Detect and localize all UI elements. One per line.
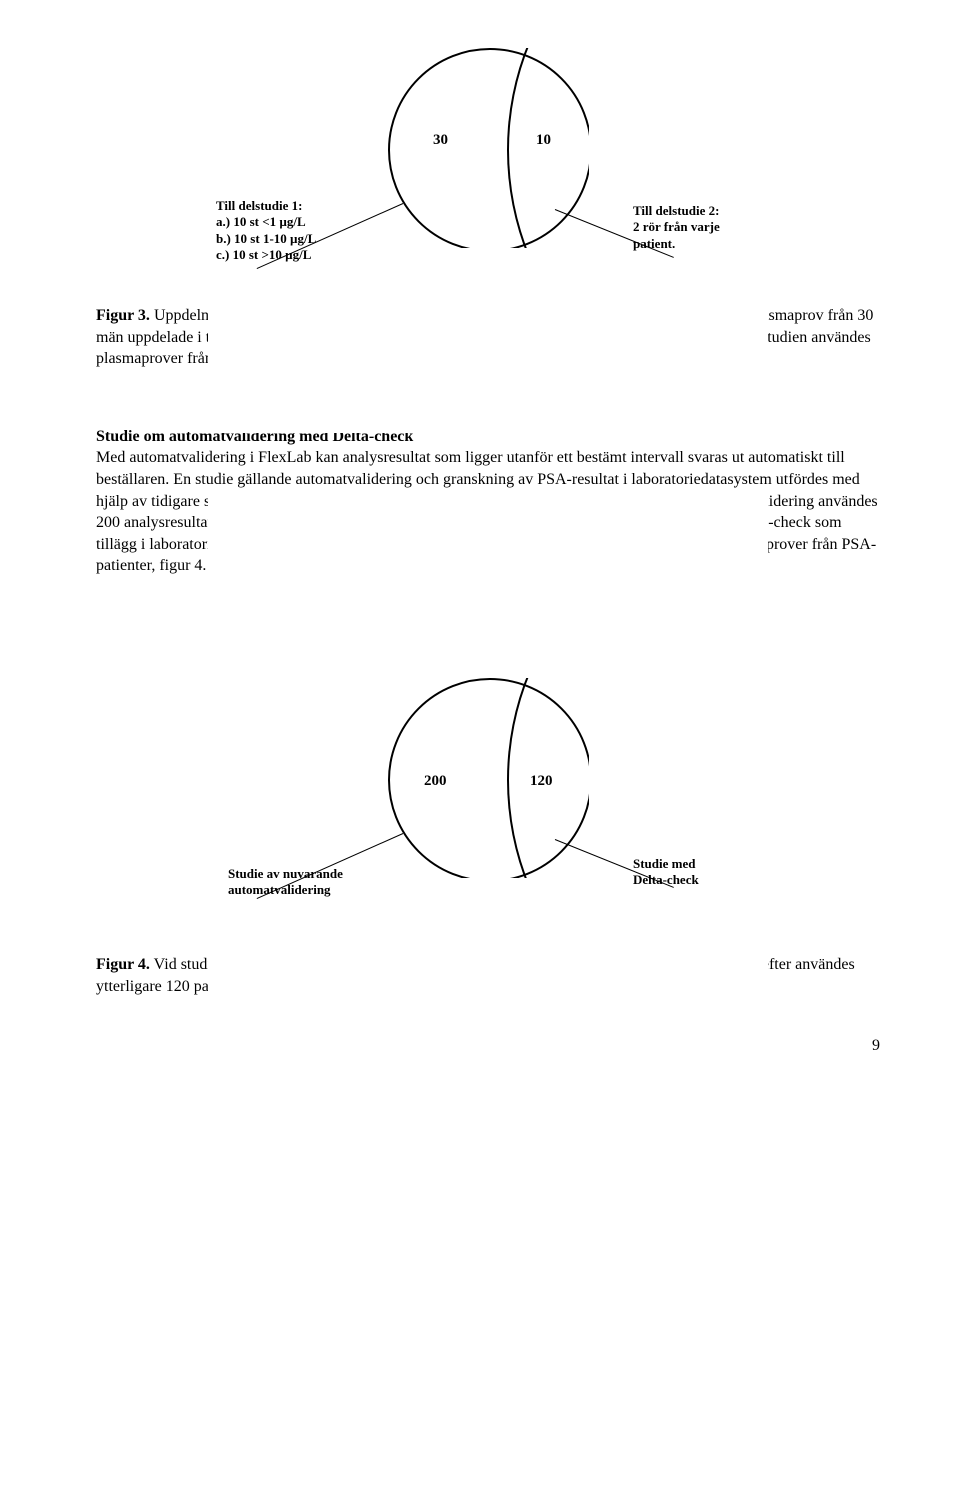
fig4-left-value: 200 bbox=[424, 772, 447, 791]
figure-4: Automatvalidering 200 120 Studie av nuva… bbox=[96, 625, 880, 918]
figure-3-diagram: 30 10 Till delstudie 1: a.) 10 st <1 µg/… bbox=[208, 23, 768, 293]
fig3-right-value: 10 bbox=[536, 131, 551, 150]
fig4-left-label: Studie av nuvarande automatvalidering bbox=[228, 866, 343, 899]
fig4-right-label: Studie med Delta-check bbox=[633, 856, 699, 889]
fig3-right-label: Till delstudie 2: 2 rör från varje patie… bbox=[633, 203, 720, 252]
fig4-right-value: 120 bbox=[530, 772, 553, 791]
figure-4-caption-bold: Figur 4. bbox=[96, 956, 150, 973]
figure-3-caption-bold: Figur 3. bbox=[96, 307, 150, 324]
fig3-mask-right bbox=[589, 23, 889, 293]
fig3-left-value: 30 bbox=[433, 131, 448, 150]
figure-3: Hållbarhet 30 10 Till delstudie 1: a.) 1… bbox=[96, 0, 880, 293]
fig3-left-label: Till delstudie 1: a.) 10 st <1 µg/L b.) … bbox=[216, 198, 316, 263]
figure-4-diagram: 200 120 Studie av nuvarande automatvalid… bbox=[208, 648, 768, 918]
